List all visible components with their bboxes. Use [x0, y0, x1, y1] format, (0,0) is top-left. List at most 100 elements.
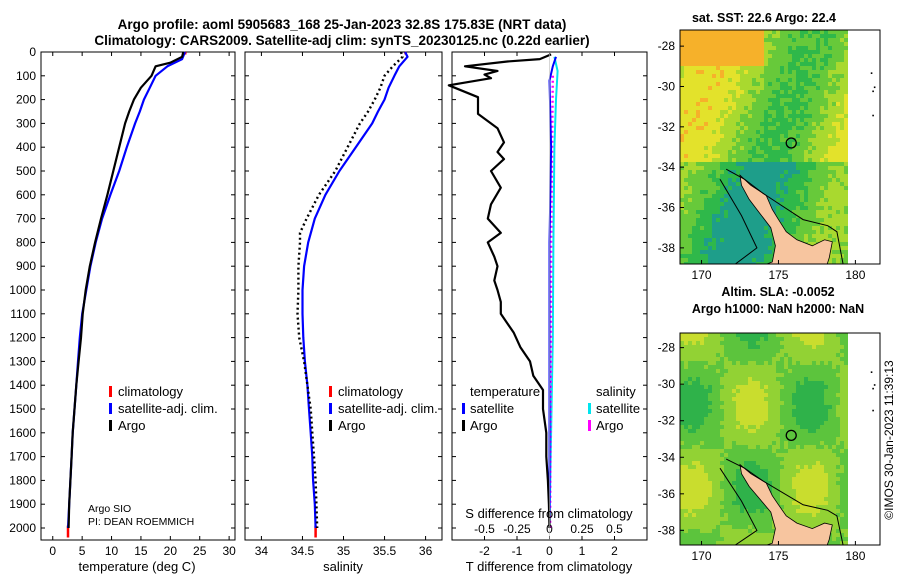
map-cell	[836, 182, 840, 186]
map-cell	[708, 437, 712, 441]
map-cell	[736, 222, 740, 226]
legend-swatch-satellite	[329, 403, 332, 414]
map-cell	[752, 405, 756, 409]
map-cell	[776, 409, 780, 413]
map-cell	[840, 405, 844, 409]
map-cell	[820, 421, 824, 425]
map-cell	[732, 98, 736, 102]
map-cell	[808, 202, 812, 206]
difference-legend: temperature salinity satellite Argo sate…	[462, 384, 640, 433]
map-cell	[760, 178, 764, 182]
map-cell	[768, 94, 772, 98]
map-cell	[736, 198, 740, 202]
map-cell	[844, 130, 848, 134]
map-cell	[772, 389, 776, 393]
map-cell	[752, 369, 756, 373]
map-cell	[788, 202, 792, 206]
map-cell	[728, 373, 732, 377]
map-cell	[704, 493, 708, 497]
map-cell	[772, 58, 776, 62]
map-cell	[728, 493, 732, 497]
map-cell	[812, 142, 816, 146]
map-cell	[772, 461, 776, 465]
map-cell	[832, 126, 836, 130]
map-cell	[776, 353, 780, 357]
map-cell	[684, 182, 688, 186]
map-cell	[844, 118, 848, 122]
map-cell	[812, 353, 816, 357]
map-cell	[744, 46, 748, 50]
map-cell	[688, 34, 692, 38]
map-cell	[712, 537, 716, 541]
map-cell	[788, 94, 792, 98]
map-cell	[756, 473, 760, 477]
map-cell	[764, 90, 768, 94]
map-cell	[808, 393, 812, 397]
map-cell	[828, 445, 832, 449]
island-marker	[873, 384, 876, 386]
map-cell	[696, 485, 700, 489]
map-cell	[688, 46, 692, 50]
map-cell	[832, 513, 836, 517]
map-cell	[756, 509, 760, 513]
map-cell	[692, 445, 696, 449]
map-cell	[780, 194, 784, 198]
map-cell	[820, 86, 824, 90]
map-cell	[720, 401, 724, 405]
map-cell	[844, 333, 848, 337]
map-cell	[740, 234, 744, 238]
map-cell	[812, 50, 816, 54]
map-cell	[752, 86, 756, 90]
map-cell	[760, 517, 764, 521]
map-cell	[800, 445, 804, 449]
map-cell	[816, 513, 820, 517]
map-cell	[728, 461, 732, 465]
map-cell	[728, 513, 732, 517]
map-cell	[764, 381, 768, 385]
map-cell	[696, 90, 700, 94]
map-cell	[696, 397, 700, 401]
map-cell	[728, 66, 732, 70]
map-cell	[736, 425, 740, 429]
map-cell	[744, 377, 748, 381]
map-cell	[720, 62, 724, 66]
map-cell	[788, 50, 792, 54]
map-cell	[696, 250, 700, 254]
map-cell	[768, 457, 772, 461]
map-cell	[724, 465, 728, 469]
map-cell	[748, 170, 752, 174]
map-cell	[748, 246, 752, 250]
map-cell	[828, 190, 832, 194]
map-cell	[752, 341, 756, 345]
map-cell	[804, 122, 808, 126]
map-cell	[836, 102, 840, 106]
map-cell	[796, 102, 800, 106]
map-cell	[756, 66, 760, 70]
map-cell	[812, 421, 816, 425]
map-cell	[684, 541, 688, 545]
map-cell	[704, 533, 708, 537]
map-cell	[752, 70, 756, 74]
map-cell	[744, 70, 748, 74]
map-cell	[756, 162, 760, 166]
map-cell	[756, 54, 760, 58]
map-cell	[780, 381, 784, 385]
map-cell	[772, 413, 776, 417]
map-cell	[800, 349, 804, 353]
map-cell	[720, 533, 724, 537]
map-cell	[696, 433, 700, 437]
map-cell	[712, 421, 716, 425]
map-cell	[816, 501, 820, 505]
map-cell	[840, 30, 844, 34]
map-cell	[712, 154, 716, 158]
map-cell	[680, 102, 684, 106]
map-cell	[716, 349, 720, 353]
map-cell	[804, 477, 808, 481]
map-cell	[808, 194, 812, 198]
map-cell	[768, 82, 772, 86]
map-cell	[812, 469, 816, 473]
map-cell	[696, 477, 700, 481]
map-cell	[724, 369, 728, 373]
map-cell	[812, 174, 816, 178]
map-cell	[816, 94, 820, 98]
